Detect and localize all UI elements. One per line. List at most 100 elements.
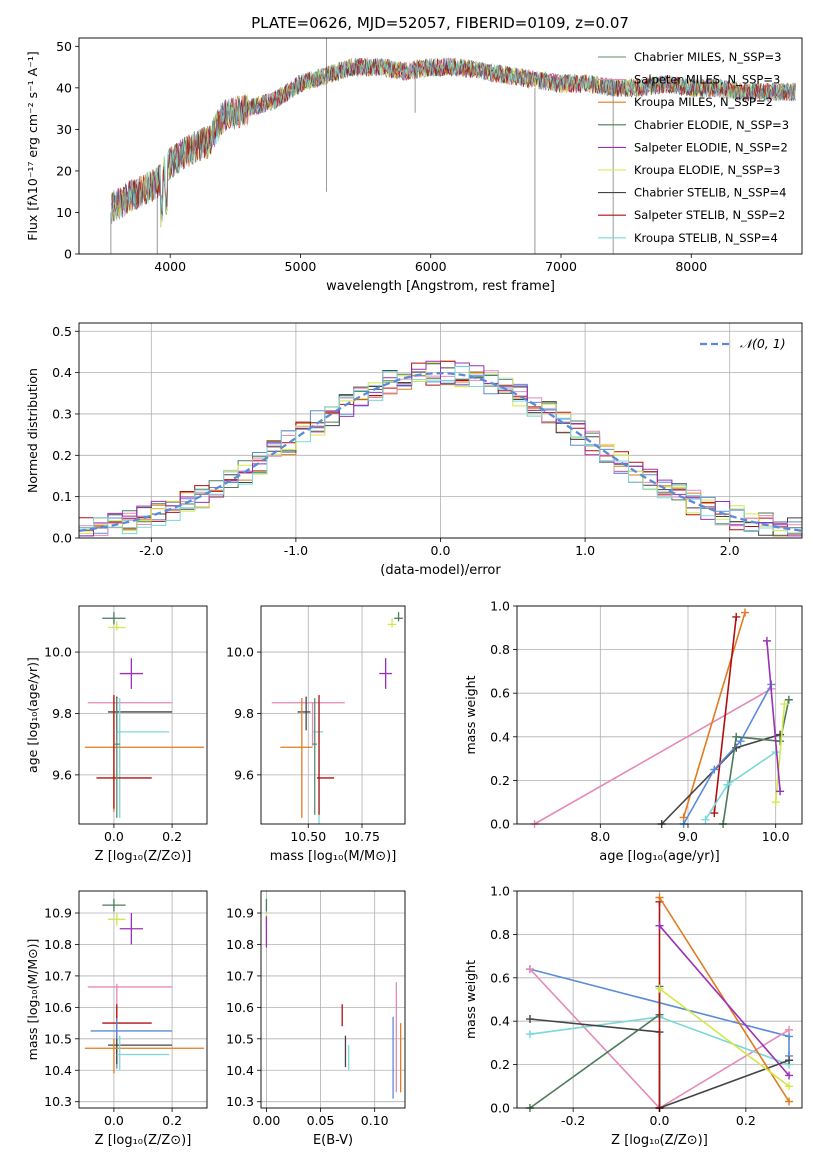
errorbar-point xyxy=(90,1018,173,1069)
x-tick-label: 4000 xyxy=(154,259,186,274)
y-tick-label: 0.3 xyxy=(52,406,72,421)
legend-label: Chabrier STELIB, N_SSP=4 xyxy=(634,186,786,200)
grid xyxy=(261,606,405,824)
legend-label: Salpeter STELIB, N_SSP=2 xyxy=(634,208,785,222)
errorbar-point xyxy=(280,698,313,818)
y-tick-label: 1.0 xyxy=(490,599,510,614)
y-tick-label: 20 xyxy=(56,163,72,178)
weight-marker xyxy=(710,809,719,818)
y-tick-label: 30 xyxy=(56,122,72,137)
y-tick-label: 0.2 xyxy=(490,1057,510,1072)
x-tick-label: 0.05 xyxy=(307,1113,335,1128)
y-tick-label: 0.2 xyxy=(52,448,72,463)
chart-mass_vs_EBV: 0.00 0.05 0.10 10.3 10.4 10.5 10.6 10.7 10.8 10.9… xyxy=(226,890,406,1148)
chart-age_vs_Z: 0.0 0.2 9.6 9.8 10.0 Z [log₁₀(Z/Z⊙)] age [log₁… xyxy=(25,605,208,864)
axes-frame xyxy=(78,322,803,539)
axes-frame xyxy=(260,890,406,1109)
x-tick-label: 0.0 xyxy=(104,1113,124,1128)
y-tick-label: 0.1 xyxy=(52,489,72,504)
errorbar-point xyxy=(387,618,397,628)
axes: 8.0 9.0 10.0 0.0 0.2 0.4 0.6 0.8 1.0 age [log₁₀(a… xyxy=(463,599,803,864)
errorbar-point xyxy=(84,1038,205,1074)
y-tick-label: 9.6 xyxy=(234,767,254,782)
weight-marker xyxy=(732,732,741,741)
plot-area xyxy=(84,612,205,818)
x-tick-label: 0.2 xyxy=(162,1113,182,1128)
y-tick-label: 10.9 xyxy=(226,906,254,921)
y-tick-label: 0.8 xyxy=(490,927,510,942)
y-tick-label: 10.8 xyxy=(226,937,254,952)
weight-marker xyxy=(776,737,785,746)
plot-area xyxy=(84,898,205,1074)
histogram-step xyxy=(79,365,802,535)
legend-label: Kroupa STELIB, N_SSP=4 xyxy=(634,231,778,245)
chart-age_vs_mass: 10.50 10.75 9.6 9.8 10.0 mass [log₁₀(M/M⊙)] xyxy=(226,605,406,864)
y-tick-label: 0.4 xyxy=(52,365,72,380)
y-tick-label: 10.3 xyxy=(44,1094,72,1109)
errorbar-point xyxy=(119,658,143,689)
weight-line xyxy=(682,612,746,818)
axes: 0.0 0.2 9.6 9.8 10.0 Z [log₁₀(Z/Z⊙)] age [log₁… xyxy=(25,605,208,864)
weight-marker xyxy=(710,765,719,774)
axes: 0.00 0.05 0.10 10.3 10.4 10.5 10.6 10.7 10.8 10.9… xyxy=(226,890,406,1148)
x-tick-label: 0.0 xyxy=(650,1113,670,1128)
y-tick-label: 0.0 xyxy=(52,531,72,546)
x-axis-label: Z [log₁₀(Z/Z⊙)] xyxy=(95,849,192,864)
y-axis-label: mass weight xyxy=(463,675,478,754)
weight-marker xyxy=(776,787,785,796)
y-axis-label: age [log₁₀(age/yr)] xyxy=(25,657,40,773)
y-axis-label: mass weight xyxy=(463,960,478,1039)
axes-frame xyxy=(516,890,803,1109)
x-tick-label: 0.00 xyxy=(252,1113,280,1128)
x-axis-label: wavelength [Angstrom, rest frame] xyxy=(326,279,555,294)
axes: -2.0 -1.0 0.0 1.0 2.0 0.0 0.1 0.2 0.3 0.4 0.5 (data… xyxy=(25,322,803,578)
y-axis-label: mass [log₁₀(M/M⊙)] xyxy=(25,939,40,1061)
x-tick-label: -2.0 xyxy=(139,543,163,558)
grid xyxy=(261,891,405,1108)
errorbar-point xyxy=(116,1035,170,1071)
weight-line xyxy=(659,987,790,1087)
weight-marker xyxy=(655,921,664,930)
x-axis-label: E(B-V) xyxy=(313,1133,353,1148)
weight-marker xyxy=(785,1025,794,1034)
weight-line xyxy=(529,986,661,1109)
errorbar-point xyxy=(108,913,126,926)
axes: 10.50 10.75 9.6 9.8 10.0 mass [log₁₀(M/M⊙)] xyxy=(226,605,406,864)
y-tick-label: 0.6 xyxy=(490,970,510,985)
x-axis-label: Z [log₁₀(Z/Z⊙)] xyxy=(95,1133,192,1148)
spectrum-line xyxy=(111,57,796,222)
y-tick-label: 10.9 xyxy=(44,906,72,921)
errorbar-point xyxy=(87,983,173,1044)
legend-label: Kroupa MILES, N_SSP=2 xyxy=(634,95,773,109)
y-tick-label: 9.8 xyxy=(234,706,254,721)
x-tick-label: 0.0 xyxy=(104,829,124,844)
x-axis-label: Z [log₁₀(Z/Z⊙)] xyxy=(611,1133,708,1148)
y-axis-label: Flux [fλ10⁻¹⁷ erg cm⁻² s⁻¹ A⁻¹] xyxy=(25,51,40,240)
x-tick-label: 5000 xyxy=(285,259,317,274)
axes-frame xyxy=(78,37,803,255)
grid xyxy=(79,606,207,824)
normal-curve xyxy=(78,371,803,532)
axes: 4000 5000 6000 7000 8000 0 10 20 30 40 50 wavelengt… xyxy=(25,37,803,294)
legend-label: Kroupa ELODIE, N_SSP=3 xyxy=(634,163,780,177)
plot-area xyxy=(530,608,793,828)
weight-line xyxy=(774,704,786,803)
weight-marker xyxy=(762,636,771,645)
chart-residual_hist: -2.0 -1.0 0.0 1.0 2.0 0.0 0.1 0.2 0.3 0.4 0.5 (data… xyxy=(25,322,803,578)
y-tick-label: 0.4 xyxy=(490,729,510,744)
y-tick-label: 10.5 xyxy=(44,1031,72,1046)
errorbar-point xyxy=(312,698,317,815)
weight-marker xyxy=(780,700,789,709)
errorbar-point xyxy=(108,1038,173,1064)
y-tick-label: 9.6 xyxy=(52,767,72,782)
errorbar-point xyxy=(102,1004,152,1055)
x-axis-label: mass [log₁₀(M/M⊙)] xyxy=(270,849,397,864)
axes: 0.0 0.2 10.3 10.4 10.5 10.6 10.7 10.8 10.9 Z [log… xyxy=(25,890,208,1148)
weight-line xyxy=(766,640,781,792)
y-tick-label: 50 xyxy=(56,39,72,54)
weight-line xyxy=(722,699,790,825)
weight-line xyxy=(713,616,737,814)
errorbar-point xyxy=(297,696,311,731)
plot-area xyxy=(78,360,803,537)
plot-area xyxy=(110,38,796,254)
